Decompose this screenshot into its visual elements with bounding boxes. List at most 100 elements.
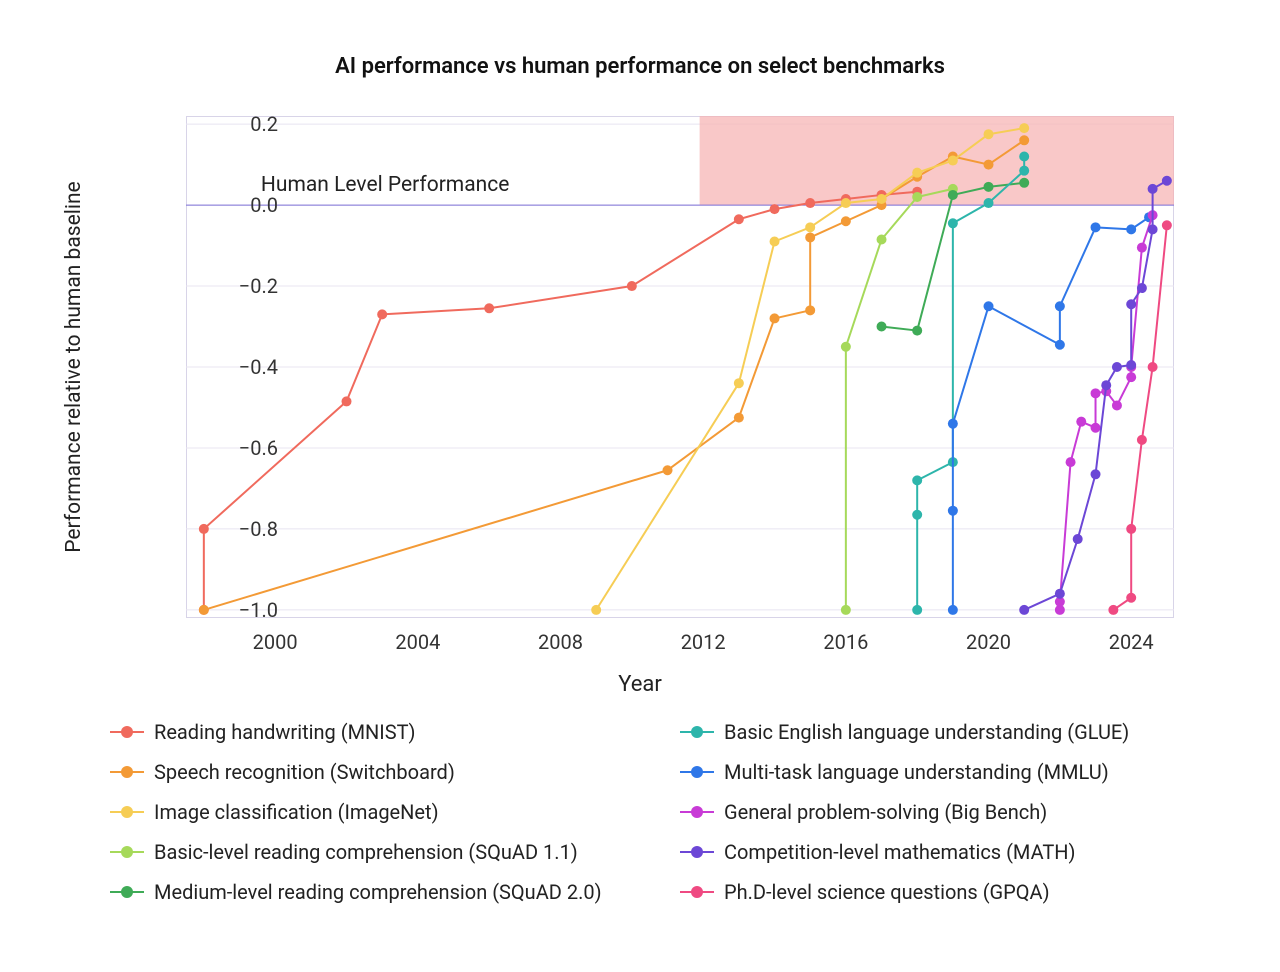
series-marker-math [1126, 299, 1136, 309]
legend-item-math: Competition-level mathematics (MATH) [680, 838, 1190, 866]
legend-label: Basic-level reading comprehension (SQuAD… [154, 840, 578, 864]
legend-column-1: Reading handwriting (MNIST) Speech recogn… [110, 718, 680, 906]
series-marker-bigbench [1091, 423, 1101, 433]
xtick-label: 2000 [253, 630, 298, 654]
series-marker-mmlu [948, 419, 958, 429]
legend-item-mnist: Reading handwriting (MNIST) [110, 718, 680, 746]
series-marker-bigbench [1091, 388, 1101, 398]
series-marker-imagenet [841, 198, 851, 208]
series-marker-squad20 [912, 326, 922, 336]
plot-area: Human Level Performance [186, 116, 1174, 618]
series-marker-squad20 [877, 322, 887, 332]
series-marker-glue [984, 198, 994, 208]
ytick-label: −0.8 [198, 517, 278, 541]
legend-item-squad20: Medium-level reading comprehension (SQuA… [110, 878, 680, 906]
y-axis-label: Performance relative to human baseline [62, 116, 86, 618]
series-marker-bigbench [1066, 457, 1076, 467]
series-marker-gpqa [1137, 435, 1147, 445]
legend-label: Medium-level reading comprehension (SQuA… [154, 880, 602, 904]
series-marker-mmlu [948, 605, 958, 615]
series-marker-math [1091, 469, 1101, 479]
xtick-label: 2016 [823, 630, 868, 654]
series-line-switchboard [204, 140, 1024, 610]
series-marker-switchboard [984, 160, 994, 170]
series-marker-math [1137, 283, 1147, 293]
series-marker-math [1126, 360, 1136, 370]
x-axis-label: Year [0, 672, 1280, 697]
series-marker-mmlu [1126, 224, 1136, 234]
series-marker-imagenet [948, 156, 958, 166]
human-level-annotation: Human Level Performance [261, 173, 509, 197]
series-marker-bigbench [1126, 372, 1136, 382]
series-marker-mnist [342, 396, 352, 406]
series-marker-squad11 [877, 234, 887, 244]
series-marker-math [1101, 380, 1111, 390]
series-marker-switchboard [805, 232, 815, 242]
legend-item-squad11: Basic-level reading comprehension (SQuAD… [110, 838, 680, 866]
series-marker-glue [948, 218, 958, 228]
series-marker-squad11 [841, 342, 851, 352]
series-marker-squad20 [1019, 178, 1029, 188]
legend-label: Ph.D-level science questions (GPQA) [724, 880, 1050, 904]
series-line-glue [917, 156, 1024, 609]
legend-swatch-icon [680, 805, 714, 819]
legend: Reading handwriting (MNIST) Speech recogn… [110, 718, 1190, 906]
ytick-label: 0.0 [198, 193, 278, 217]
series-marker-switchboard [1019, 135, 1029, 145]
page: { "chart": { "type": "line", "title": "A… [0, 0, 1280, 972]
legend-swatch-icon [680, 725, 714, 739]
series-marker-mmlu [1091, 222, 1101, 232]
series-marker-bigbench [1137, 243, 1147, 253]
series-marker-math [1148, 184, 1158, 194]
series-marker-switchboard [770, 313, 780, 323]
series-marker-glue [912, 510, 922, 520]
series-marker-bigbench [1076, 417, 1086, 427]
series-marker-gpqa [1126, 593, 1136, 603]
series-marker-switchboard [734, 413, 744, 423]
series-marker-math [1162, 176, 1172, 186]
series-marker-gpqa [1162, 220, 1172, 230]
series-marker-imagenet [984, 129, 994, 139]
xtick-label: 2008 [538, 630, 583, 654]
ytick-label: −0.6 [198, 436, 278, 460]
series-marker-squad11 [841, 605, 851, 615]
legend-label: Basic English language understanding (GL… [724, 720, 1129, 744]
series-marker-switchboard [805, 305, 815, 315]
series-marker-squad20 [984, 182, 994, 192]
legend-item-glue: Basic English language understanding (GL… [680, 718, 1190, 746]
series-marker-mmlu [1055, 340, 1065, 350]
series-marker-bigbench [1112, 400, 1122, 410]
legend-item-bigbench: General problem-solving (Big Bench) [680, 798, 1190, 826]
series-line-squad11 [846, 189, 953, 610]
legend-label: General problem-solving (Big Bench) [724, 800, 1047, 824]
series-line-mmlu [953, 217, 1149, 610]
series-marker-gpqa [1126, 524, 1136, 534]
legend-swatch-icon [680, 885, 714, 899]
legend-column-2: Basic English language understanding (GL… [680, 718, 1190, 906]
series-line-gpqa [1113, 225, 1167, 610]
xtick-label: 2004 [395, 630, 440, 654]
series-marker-imagenet [734, 378, 744, 388]
legend-label: Speech recognition (Switchboard) [154, 760, 455, 784]
series-marker-mmlu [984, 301, 994, 311]
series-marker-switchboard [663, 465, 673, 475]
legend-swatch-icon [110, 805, 144, 819]
ytick-label: −0.4 [198, 355, 278, 379]
legend-label: Multi-task language understanding (MMLU) [724, 760, 1109, 784]
series-marker-glue [1019, 166, 1029, 176]
legend-label: Competition-level mathematics (MATH) [724, 840, 1076, 864]
xtick-label: 2012 [681, 630, 726, 654]
series-marker-mnist [627, 281, 637, 291]
series-marker-glue [912, 475, 922, 485]
series-marker-math [1073, 534, 1083, 544]
legend-item-mmlu: Multi-task language understanding (MMLU) [680, 758, 1190, 786]
y-axis-label-wrap: Performance relative to human baseline [62, 0, 86, 116]
series-marker-imagenet [877, 194, 887, 204]
series-marker-imagenet [912, 168, 922, 178]
legend-swatch-icon [110, 765, 144, 779]
legend-item-imagenet: Image classification (ImageNet) [110, 798, 680, 826]
series-marker-imagenet [770, 237, 780, 247]
series-marker-mmlu [948, 506, 958, 516]
legend-item-switchboard: Speech recognition (Switchboard) [110, 758, 680, 786]
series-marker-gpqa [1108, 605, 1118, 615]
